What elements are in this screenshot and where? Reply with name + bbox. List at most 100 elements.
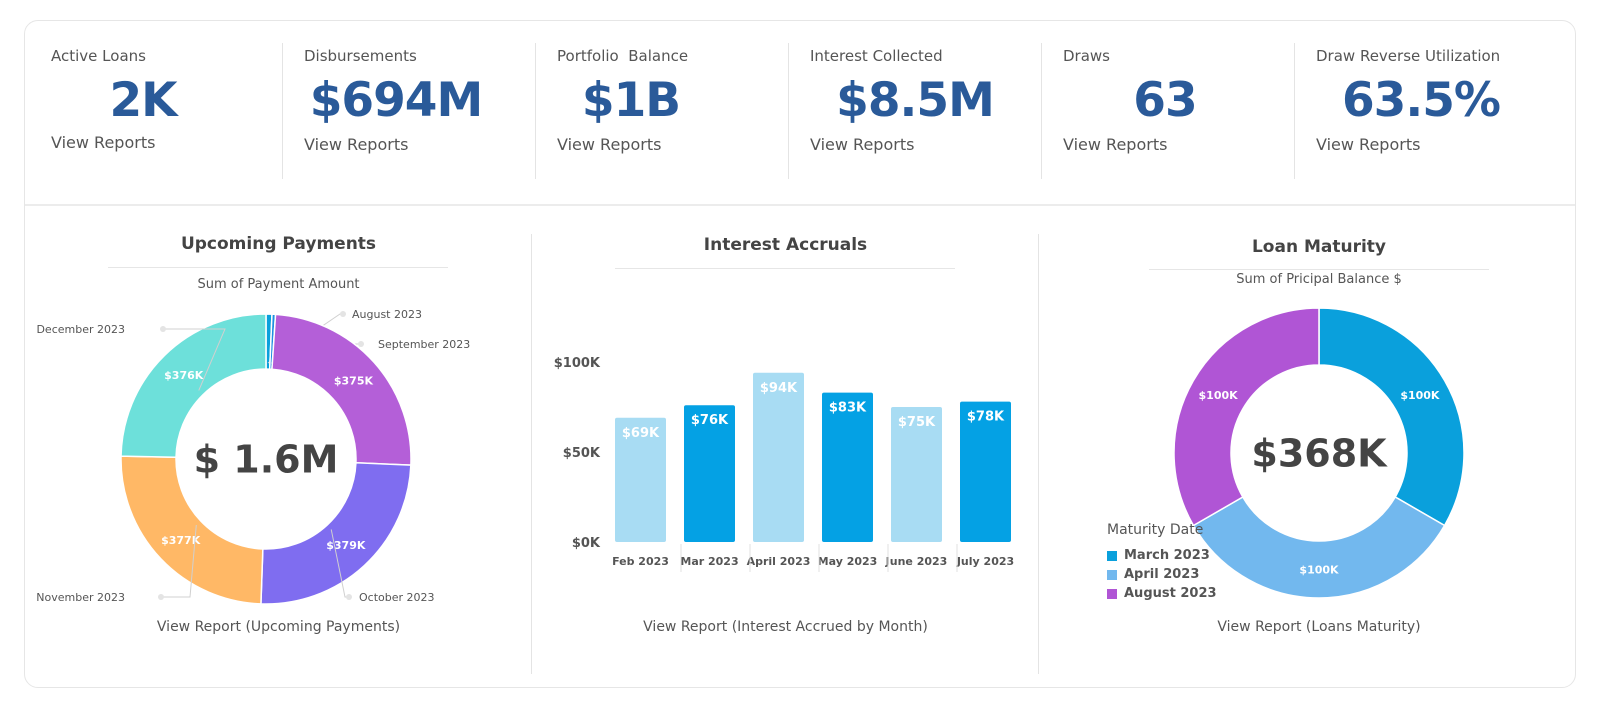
slice-october-2023 xyxy=(260,462,412,605)
slice-december-2023 xyxy=(120,313,267,459)
legend-item-march-2023: March 2023 xyxy=(1107,546,1217,565)
upcoming-payments-panel: Upcoming Payments Sum of Payment Amount … xyxy=(25,234,532,674)
donut-center-value: $368K xyxy=(1251,431,1388,475)
kpi-value: 63 xyxy=(1133,73,1197,128)
interest-accruals-bar-chart: $0K $50K $100K $69K Feb 2023 $76K Mar 2023 $94K… xyxy=(554,356,1014,572)
legend-label: April 2023 xyxy=(1124,567,1200,582)
slice-value-label: $376K xyxy=(164,369,204,382)
kpi-row: Active Loans 2K View Reports Disbursemen… xyxy=(25,21,1575,206)
slice-value-label: $377K xyxy=(161,534,201,547)
maturity-legend: Maturity Date March 2023 April 2023 Augu… xyxy=(1107,522,1217,603)
kpi-label: Portfolio Balance xyxy=(557,47,689,65)
y-tick-label: $0K xyxy=(572,536,601,551)
view-report-loans-maturity-link[interactable]: View Report (Loans Maturity) xyxy=(1217,619,1421,635)
x-tick-label: June 2023 xyxy=(885,555,948,568)
kpi-value: $8.5M xyxy=(836,73,995,128)
bar-may-2023 xyxy=(822,392,873,542)
panel-title: Upcoming Payments xyxy=(180,234,377,254)
kpi-value: 2K xyxy=(109,73,177,128)
legend-item-august-2023: August 2023 xyxy=(1107,584,1217,603)
bar-value-label: $75K xyxy=(898,415,936,430)
x-tick-label: Feb 2023 xyxy=(612,555,669,568)
slice-segment-2 xyxy=(271,313,412,466)
view-reports-link[interactable]: View Reports xyxy=(1063,135,1168,154)
title-rule xyxy=(615,268,955,269)
bar-june-2023 xyxy=(891,407,942,542)
slice-category-label: October 2023 xyxy=(359,591,435,604)
slice-value-label: $375K xyxy=(334,375,374,388)
legend-swatch xyxy=(1107,569,1117,580)
kpi-divider xyxy=(1294,43,1295,179)
slice-value-label: $100K xyxy=(1400,389,1440,402)
view-report-upcoming-payments-link[interactable]: View Report (Upcoming Payments) xyxy=(156,619,401,635)
bar-value-label: $94K xyxy=(760,381,798,396)
bar-value-label: $76K xyxy=(691,413,729,428)
panel-divider xyxy=(531,234,532,674)
legend-label: August 2023 xyxy=(1124,586,1217,601)
slice-april-2023 xyxy=(1192,495,1446,599)
kpi-label: Draw Reverse Utilization xyxy=(1316,47,1501,65)
panel-subtitle: Sum of Payment Amount xyxy=(197,277,360,292)
view-reports-link[interactable]: View Reports xyxy=(1316,135,1421,154)
kpi-value: 63.5% xyxy=(1341,73,1501,128)
y-tick-label: $100K xyxy=(554,356,601,371)
bar-mar-2023 xyxy=(684,405,735,542)
view-reports-link[interactable]: View Reports xyxy=(810,135,915,154)
panel-title: Interest Accruals xyxy=(703,235,868,255)
x-tick-label: July 2023 xyxy=(956,555,1014,568)
legend-swatch xyxy=(1107,550,1117,561)
y-tick-label: $50K xyxy=(563,446,601,461)
leader-dot xyxy=(358,341,364,347)
kpi-active-loans: Active Loans 2K View Reports xyxy=(25,43,283,179)
bar-value-label: $78K xyxy=(967,410,1005,425)
kpi-label: Disbursements xyxy=(304,47,417,65)
bar-value-label: $83K xyxy=(829,401,867,416)
panel-subtitle: Sum of Pricipal Balance $ xyxy=(1236,272,1402,287)
interest-accruals-panel: Interest Accruals $0K $50K $100K $69K Feb 20… xyxy=(532,234,1039,674)
slice-category-label: December 2023 xyxy=(36,323,125,336)
kpi-value: $1B xyxy=(581,73,681,128)
slice-category-label: September 2023 xyxy=(378,338,470,351)
kpi-disbursements: Disbursements $694M View Reports xyxy=(278,43,536,179)
leader-dot xyxy=(346,594,352,600)
kpi-label: Draws xyxy=(1063,47,1110,65)
upcoming-payments-donut: August 2023 September 2023 $375K $379K Octob… xyxy=(36,308,470,605)
slice-november-2023 xyxy=(120,455,264,605)
slice-march-2023 xyxy=(1318,307,1465,527)
slice-value-label: $379K xyxy=(326,539,366,552)
panel-divider xyxy=(1038,234,1039,674)
slice-category-label: November 2023 xyxy=(36,591,125,604)
leader-dot xyxy=(160,326,166,332)
panel-title: Loan Maturity xyxy=(1251,237,1387,257)
view-reports-link[interactable]: View Reports xyxy=(557,135,662,154)
kpi-divider xyxy=(282,43,283,179)
kpi-divider xyxy=(1041,43,1042,179)
kpi-draw-reverse-utilization: Draw Reverse Utilization 63.5% View Repo… xyxy=(1290,43,1548,179)
bar-feb-2023 xyxy=(615,417,666,542)
legend-item-april-2023: April 2023 xyxy=(1107,565,1217,584)
view-reports-link[interactable]: View Reports xyxy=(304,135,409,154)
x-tick-label: May 2023 xyxy=(818,555,878,568)
leader-dot xyxy=(158,594,164,600)
donut-center-value: $ 1.6M xyxy=(194,437,339,481)
legend-label: March 2023 xyxy=(1124,548,1210,563)
x-tick-label: Mar 2023 xyxy=(680,555,738,568)
view-report-interest-accrued-link[interactable]: View Report (Interest Accrued by Month) xyxy=(643,619,928,635)
kpi-label: Interest Collected xyxy=(810,47,943,65)
bar-july-2023 xyxy=(960,401,1011,542)
bar-april-2023 xyxy=(753,372,804,542)
loan-maturity-panel: Loan Maturity Sum of Pricipal Balance $ … xyxy=(1039,234,1577,674)
kpi-value: $694M xyxy=(309,73,484,128)
leader-line xyxy=(163,328,226,391)
bar-value-label: $69K xyxy=(622,426,660,441)
title-rule xyxy=(1149,269,1489,270)
loan-maturity-donut: $100K $100K $100K $368K xyxy=(1173,307,1465,599)
dashboard-card: Active Loans 2K View Reports Disbursemen… xyxy=(24,20,1576,688)
view-reports-link[interactable]: View Reports xyxy=(51,133,156,152)
kpi-portfolio-balance: Portfolio Balance $1B View Reports xyxy=(531,43,789,179)
leader-dot xyxy=(340,311,346,317)
slice-value-label: $100K xyxy=(1299,564,1339,577)
kpi-draws: Draws 63 View Reports xyxy=(1037,43,1295,179)
kpi-divider xyxy=(535,43,536,179)
kpi-interest-collected: Interest Collected $8.5M View Reports xyxy=(784,43,1042,179)
